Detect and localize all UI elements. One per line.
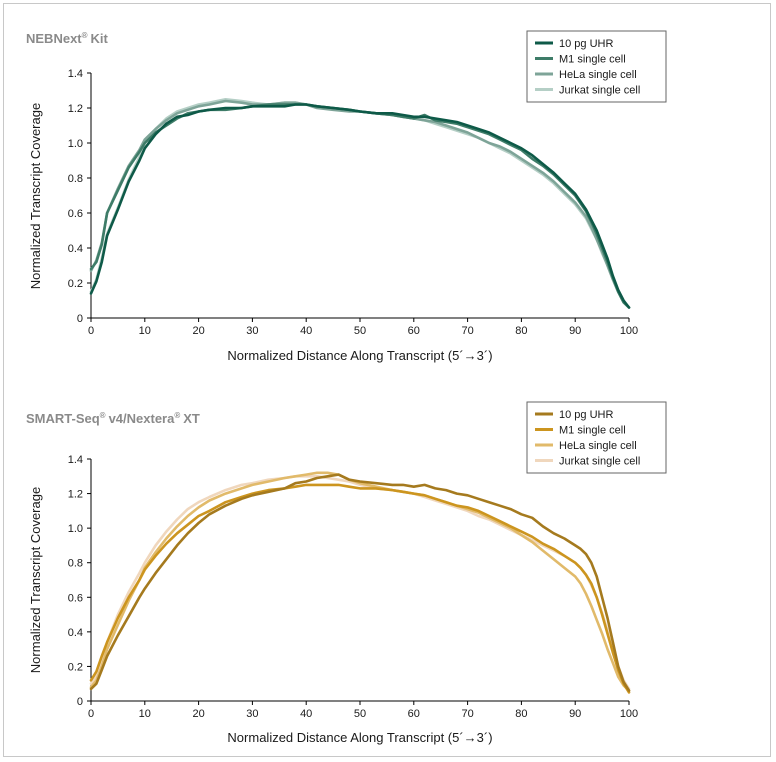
y-tick-label: 0.4: [68, 243, 83, 255]
x-tick-label: 10: [139, 325, 151, 337]
axes: 0 10 20 30 40 50 60 70 80 90 100 0 0.2 0.4 0.6 0.8 1.0 1.…: [68, 68, 638, 337]
legend-label: Jurkat single cell: [559, 456, 640, 468]
x-tick-label: 90: [569, 325, 581, 337]
y-tick-label: 1.0: [68, 138, 83, 150]
x-tick-label: 40: [300, 325, 312, 337]
x-tick-label: 30: [246, 325, 258, 337]
x-tick-label: 0: [88, 708, 94, 720]
x-tick-label: 90: [569, 708, 581, 720]
x-tick-label: 70: [461, 325, 473, 337]
chart-panel-nebnext: NEBNext® Kit 0 10 20 30 40 50 60 70 80 90 100 0 0.2 0.…: [26, 30, 667, 363]
y-tick-label: 0.6: [68, 592, 83, 604]
y-tick-label: 1.0: [68, 523, 83, 535]
y-tick-label: 1.2: [68, 103, 83, 115]
series-line: [89, 471, 631, 692]
x-tick-label: 80: [515, 708, 527, 720]
legend-label: 10 pg UHR: [559, 38, 613, 50]
legend: 10 pg UHR M1 single cell HeLa single cell J…: [526, 401, 667, 474]
y-tick-label: 0.8: [68, 558, 83, 570]
x-tick-label: 100: [620, 325, 638, 337]
x-tick-label: 80: [515, 325, 527, 337]
series-line: [89, 103, 631, 309]
figure-frame: [3, 3, 771, 757]
y-tick-label: 1.2: [68, 489, 83, 501]
legend: 10 pg UHR M1 single cell HeLa single cell J…: [526, 30, 667, 103]
legend-label: 10 pg UHR: [559, 409, 613, 421]
panel-title: NEBNext® Kit: [26, 31, 109, 46]
y-tick-label: 0: [77, 696, 83, 708]
y-axis-label: Normalized Transcript Coverage: [28, 103, 43, 289]
x-tick-label: 0: [88, 325, 94, 337]
x-tick-label: 50: [354, 325, 366, 337]
x-tick-label: 70: [461, 708, 473, 720]
series-line: [89, 473, 631, 692]
series-lines: [89, 98, 631, 309]
y-axis-label: Normalized Transcript Coverage: [28, 487, 43, 673]
series-line: [89, 475, 631, 691]
x-axis-label: Normalized Distance Along Transcript (5´…: [227, 348, 492, 363]
y-tick-label: 1.4: [68, 68, 83, 80]
legend-label: HeLa single cell: [559, 69, 637, 81]
y-tick-label: 0: [77, 313, 83, 325]
y-tick-label: 0.2: [68, 661, 83, 673]
y-tick-label: 0.6: [68, 208, 83, 220]
x-tick-label: 20: [192, 325, 204, 337]
axes: 0 10 20 30 40 50 60 70 80 90 100 0 0.2 0.4 0.6 0.8 1.0 1.…: [68, 454, 638, 720]
legend-label: Jurkat single cell: [559, 85, 640, 97]
panel-title: SMART-Seq® v4/Nextera® XT: [26, 411, 200, 426]
y-tick-label: 0.4: [68, 627, 83, 639]
x-tick-label: 40: [300, 708, 312, 720]
series-line: [89, 483, 631, 694]
chart-panel-smartseq: SMART-Seq® v4/Nextera® XT 0 10 20 30 40 50 60 70 8…: [26, 401, 667, 745]
y-tick-label: 0.2: [68, 278, 83, 290]
series-line: [89, 103, 631, 309]
y-tick-label: 0.8: [68, 173, 83, 185]
series-line: [89, 98, 631, 309]
legend-label: HeLa single cell: [559, 440, 637, 452]
legend-label: M1 single cell: [559, 425, 626, 437]
x-tick-label: 10: [139, 708, 151, 720]
series-lines: [89, 471, 631, 694]
x-axis-label: Normalized Distance Along Transcript (5´…: [227, 730, 492, 745]
x-tick-label: 50: [354, 708, 366, 720]
x-tick-label: 20: [192, 708, 204, 720]
x-tick-label: 60: [408, 325, 420, 337]
series-line: [89, 99, 631, 309]
y-tick-label: 1.4: [68, 454, 83, 466]
legend-label: M1 single cell: [559, 54, 626, 66]
x-tick-label: 30: [246, 708, 258, 720]
x-tick-label: 60: [408, 708, 420, 720]
x-tick-label: 100: [620, 708, 638, 720]
